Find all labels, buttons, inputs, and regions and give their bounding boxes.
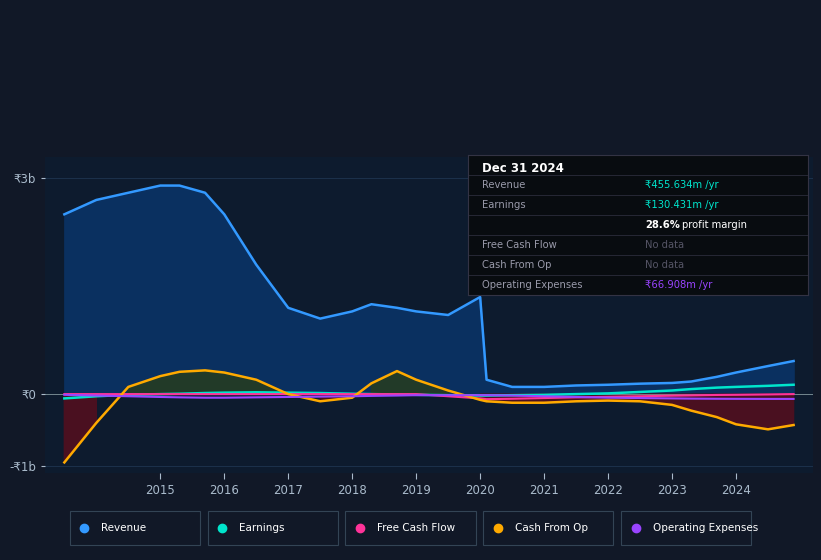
Text: Revenue: Revenue bbox=[101, 523, 146, 533]
FancyBboxPatch shape bbox=[208, 511, 337, 545]
Text: Earnings: Earnings bbox=[482, 200, 525, 210]
Text: Operating Expenses: Operating Expenses bbox=[482, 280, 582, 290]
Text: Operating Expenses: Operating Expenses bbox=[653, 523, 758, 533]
FancyBboxPatch shape bbox=[621, 511, 751, 545]
Text: Dec 31 2024: Dec 31 2024 bbox=[482, 162, 563, 175]
Text: profit margin: profit margin bbox=[682, 220, 747, 230]
Text: ₹66.908m /yr: ₹66.908m /yr bbox=[644, 280, 712, 290]
FancyBboxPatch shape bbox=[346, 511, 475, 545]
FancyBboxPatch shape bbox=[70, 511, 200, 545]
Text: Revenue: Revenue bbox=[482, 180, 525, 190]
Text: ₹455.634m /yr: ₹455.634m /yr bbox=[644, 180, 718, 190]
Text: Earnings: Earnings bbox=[239, 523, 285, 533]
Text: Cash From Op: Cash From Op bbox=[482, 260, 551, 270]
Text: No data: No data bbox=[644, 260, 684, 270]
Text: Free Cash Flow: Free Cash Flow bbox=[482, 240, 557, 250]
Text: Free Cash Flow: Free Cash Flow bbox=[377, 523, 455, 533]
Text: Cash From Op: Cash From Op bbox=[515, 523, 588, 533]
Text: No data: No data bbox=[644, 240, 684, 250]
FancyBboxPatch shape bbox=[484, 511, 613, 545]
Text: ₹130.431m /yr: ₹130.431m /yr bbox=[644, 200, 718, 210]
Text: 28.6%: 28.6% bbox=[644, 220, 680, 230]
